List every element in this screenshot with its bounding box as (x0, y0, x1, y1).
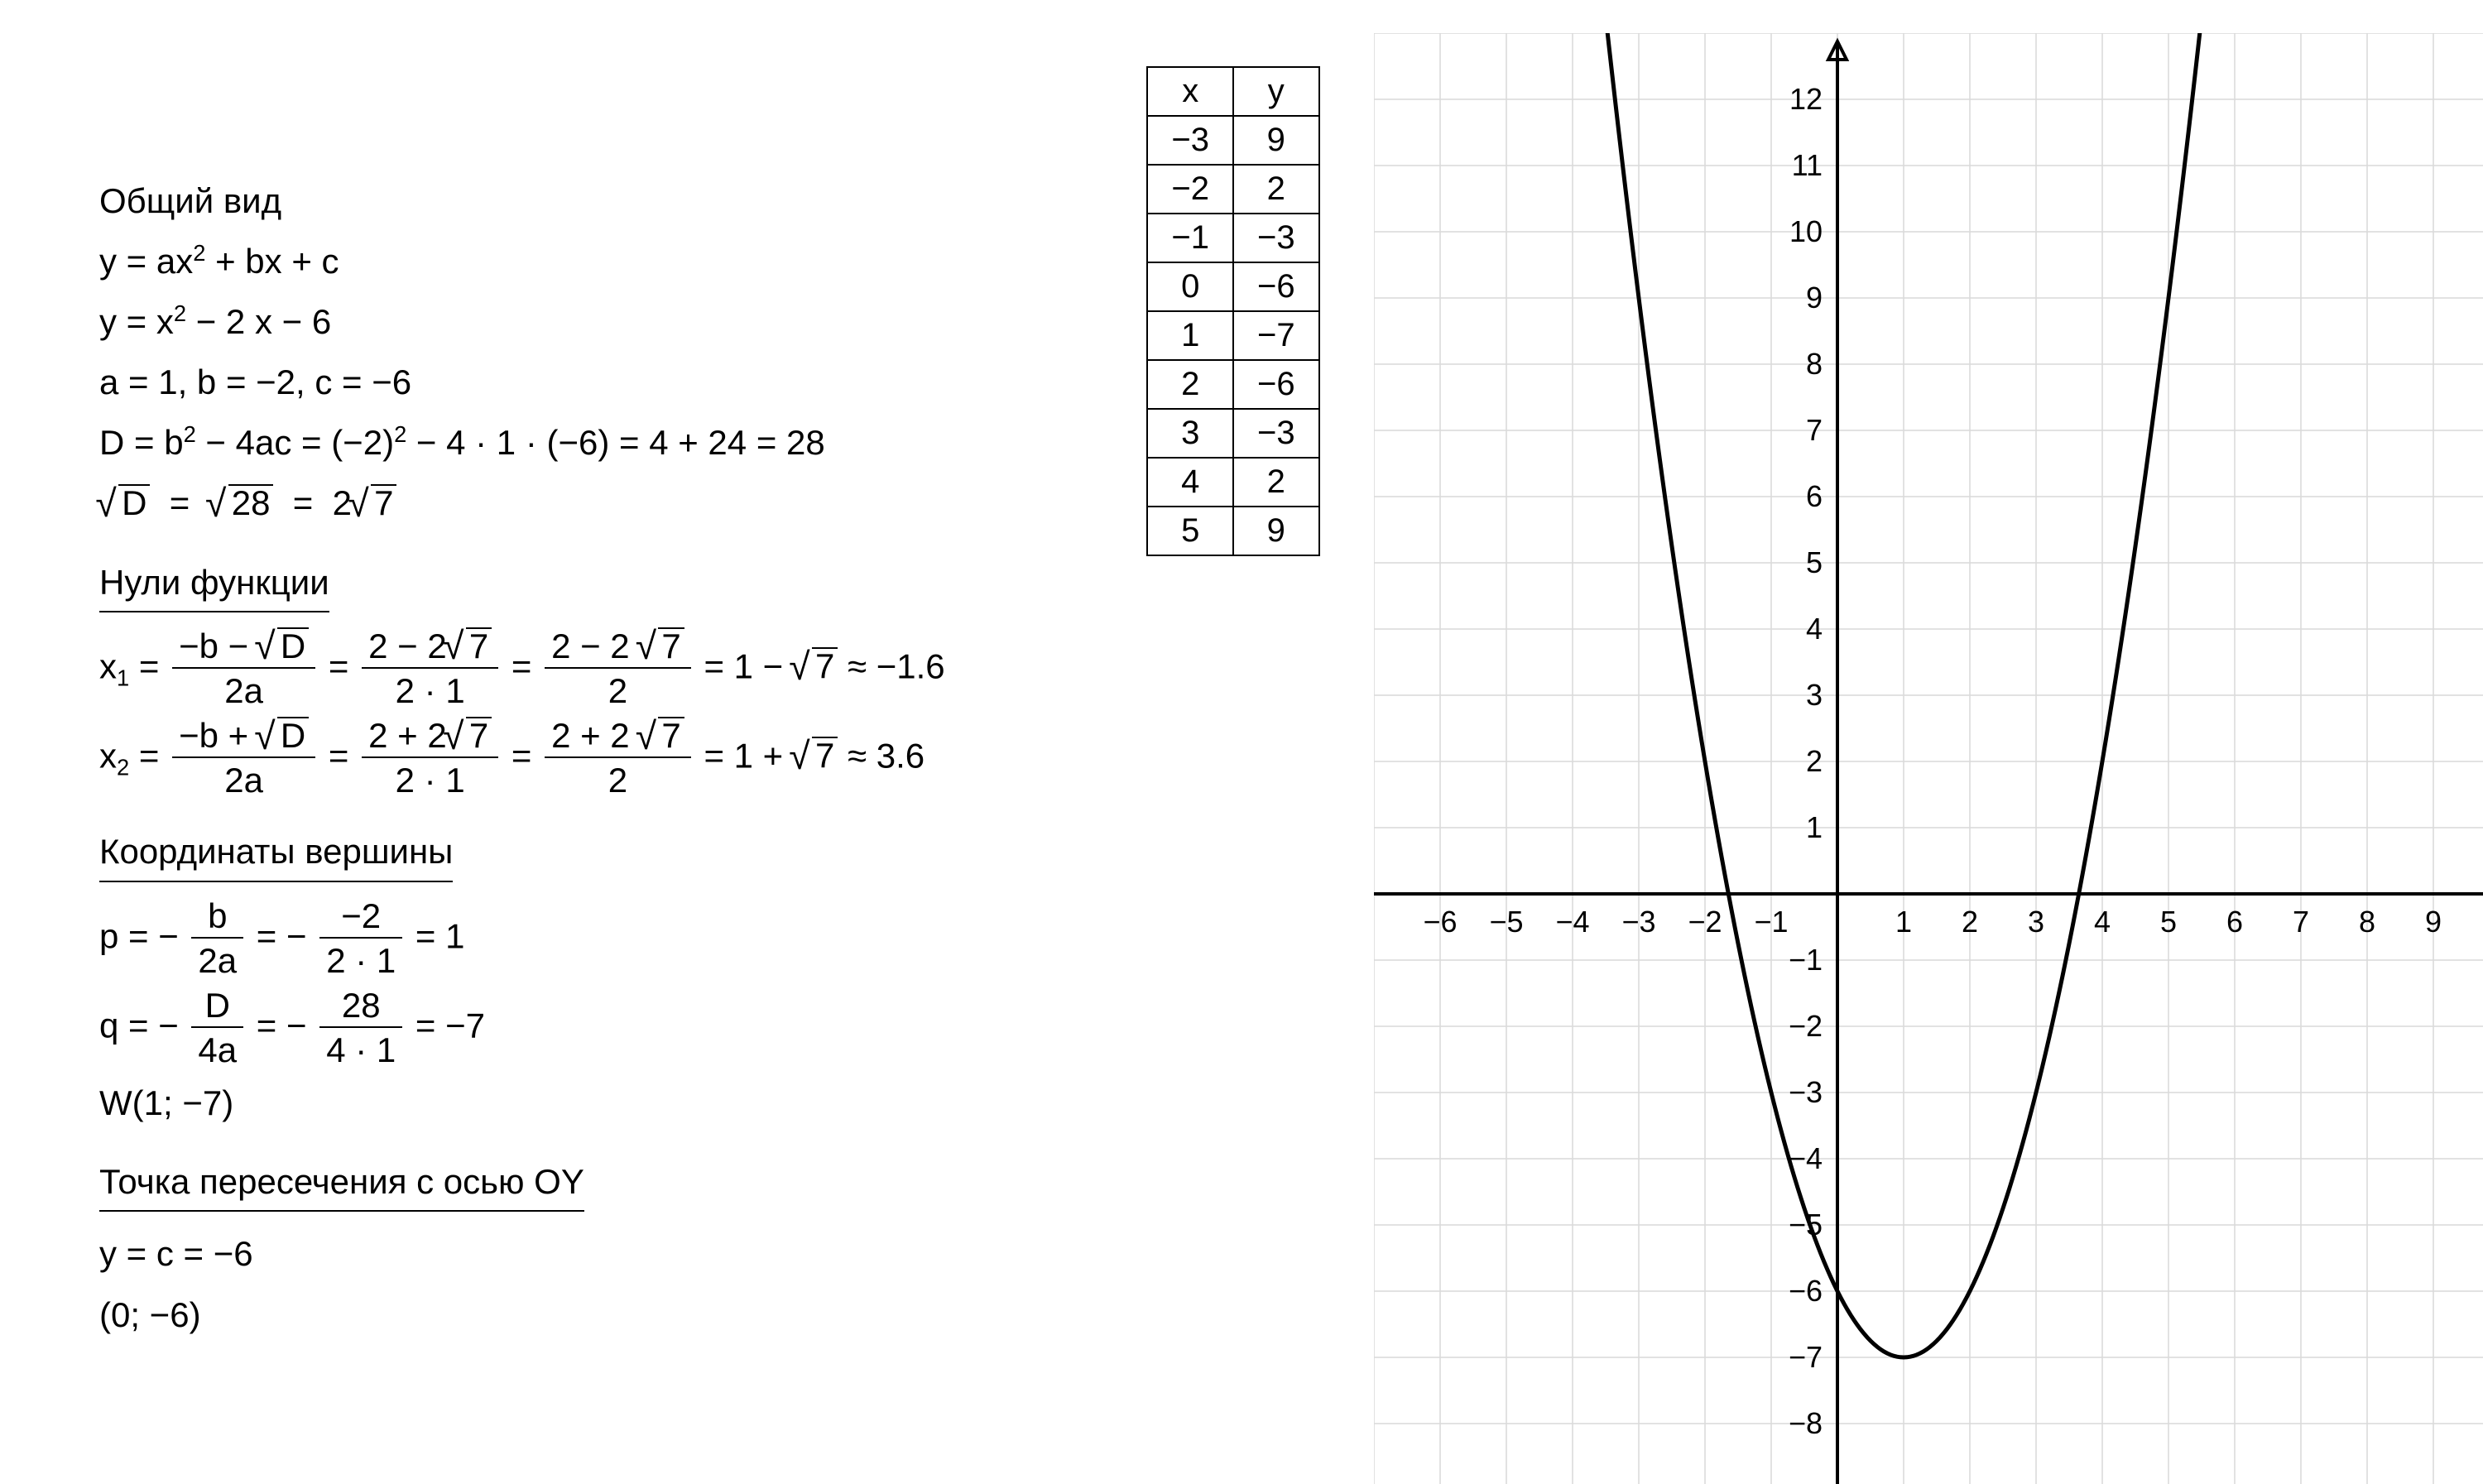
svg-text:−4: −4 (1555, 905, 1589, 939)
table-row: −1−3 (1147, 214, 1318, 262)
table-cell: −3 (1233, 214, 1319, 262)
eq-coeffs: a = 1, b = −2, c = −6 (99, 355, 1093, 409)
eq-q: q = − D4a = − 284 · 1 = −7 (99, 987, 1093, 1069)
table-cell: 3 (1147, 409, 1233, 458)
svg-text:−3: −3 (1789, 1075, 1823, 1109)
svg-text:8: 8 (1806, 347, 1823, 381)
eq-specific: y = x2 − 2 x − 6 (99, 295, 1093, 348)
table-cell: 0 (1147, 262, 1233, 311)
svg-text:−7: −7 (1789, 1340, 1823, 1374)
table-row: 59 (1147, 507, 1318, 555)
table-cell: 9 (1233, 116, 1319, 165)
table-cell: 2 (1233, 165, 1319, 214)
eq-general: y = ax2 + bx + c (99, 234, 1093, 288)
table-row: 0−6 (1147, 262, 1318, 311)
eq-p: p = − b2a = − −22 · 1 = 1 (99, 897, 1093, 980)
svg-text:5: 5 (2160, 905, 2177, 939)
page: Общий вид y = ax2 + bx + c y = x2 − 2 x … (0, 0, 2483, 1451)
svg-text:4: 4 (1806, 612, 1823, 646)
table-cell: 9 (1233, 507, 1319, 555)
svg-text:5: 5 (1806, 545, 1823, 579)
svg-text:3: 3 (2028, 905, 2044, 939)
svg-text:−1: −1 (1789, 943, 1823, 977)
table-cell: −3 (1233, 409, 1319, 458)
table-row: 2−6 (1147, 360, 1318, 409)
value-table: xy −39−22−1−30−61−72−63−34259 (1146, 66, 1319, 556)
eq-yc: y = c = −6 (99, 1227, 1093, 1280)
heading-general: Общий вид (99, 174, 1093, 228)
derivation-panel: Общий вид y = ax2 + bx + c y = x2 − 2 x … (99, 33, 1093, 1418)
table-header-cell: y (1233, 67, 1319, 116)
svg-text:9: 9 (1806, 281, 1823, 315)
eq-x2: x2 = −b + D2a = 2 + 272 · 1 = 2 + 2 72 =… (99, 717, 1093, 800)
table-header-cell: x (1147, 67, 1233, 116)
svg-text:10: 10 (1789, 214, 1823, 248)
svg-text:9: 9 (2425, 905, 2442, 939)
heading-zeros: Нули функции (99, 555, 329, 612)
svg-text:−5: −5 (1489, 905, 1523, 939)
table-cell: 2 (1233, 458, 1319, 507)
grid (1374, 33, 2483, 1484)
svg-text:−6: −6 (1423, 905, 1457, 939)
eq-x1: x1 = −b − D2a = 2 − 272 · 1 = 2 − 2 72 =… (99, 627, 1093, 710)
svg-text:1: 1 (1806, 810, 1823, 844)
table-cell: −1 (1147, 214, 1233, 262)
table-cell: −2 (1147, 165, 1233, 214)
svg-text:12: 12 (1789, 82, 1823, 116)
table-row: −39 (1147, 116, 1318, 165)
svg-text:4: 4 (2094, 905, 2111, 939)
svg-text:6: 6 (1806, 479, 1823, 513)
heading-vertex: Координаты вершины (99, 824, 453, 881)
table-panel: xy −39−22−1−30−61−72−63−34259 (1093, 33, 1374, 1418)
svg-text:2: 2 (1962, 905, 1978, 939)
table-cell: −3 (1147, 116, 1233, 165)
table-cell: −6 (1233, 262, 1319, 311)
table-cell: 2 (1147, 360, 1233, 409)
vertex-point: W(1; −7) (99, 1076, 1093, 1130)
svg-text:−6: −6 (1789, 1274, 1823, 1308)
svg-text:3: 3 (1806, 678, 1823, 712)
table-cell: −7 (1233, 311, 1319, 360)
table-cell: 1 (1147, 311, 1233, 360)
svg-text:8: 8 (2359, 905, 2375, 939)
svg-text:−8: −8 (1789, 1406, 1823, 1440)
svg-text:7: 7 (2293, 905, 2309, 939)
svg-text:−3: −3 (1621, 905, 1655, 939)
svg-text:7: 7 (1806, 413, 1823, 447)
svg-text:−1: −1 (1754, 905, 1788, 939)
svg-text:11: 11 (1792, 148, 1823, 182)
svg-text:1: 1 (1895, 905, 1912, 939)
svg-text:−2: −2 (1688, 905, 1722, 939)
eq-D: D = b2 − 4ac = (−2)2 − 4 · 1 · (−6) = 4 … (99, 415, 1093, 469)
table-cell: −6 (1233, 360, 1319, 409)
svg-text:−2: −2 (1789, 1009, 1823, 1043)
table-cell: 5 (1147, 507, 1233, 555)
table-row: −22 (1147, 165, 1318, 214)
parabola-chart: −6−5−4−3−2−1123456789123456789101112−1−2… (1374, 33, 2483, 1484)
eq-sqrtD: D = 28 = 27 (99, 476, 1093, 530)
table-row: 3−3 (1147, 409, 1318, 458)
oy-point: (0; −6) (99, 1288, 1093, 1342)
svg-text:6: 6 (2226, 905, 2243, 939)
chart-panel: −6−5−4−3−2−1123456789123456789101112−1−2… (1374, 33, 2450, 1418)
table-row: 1−7 (1147, 311, 1318, 360)
table-row: 42 (1147, 458, 1318, 507)
table-cell: 4 (1147, 458, 1233, 507)
svg-text:2: 2 (1806, 744, 1823, 778)
axes (1374, 41, 2483, 1484)
heading-oy: Точка пересечения с осью OY (99, 1155, 584, 1212)
